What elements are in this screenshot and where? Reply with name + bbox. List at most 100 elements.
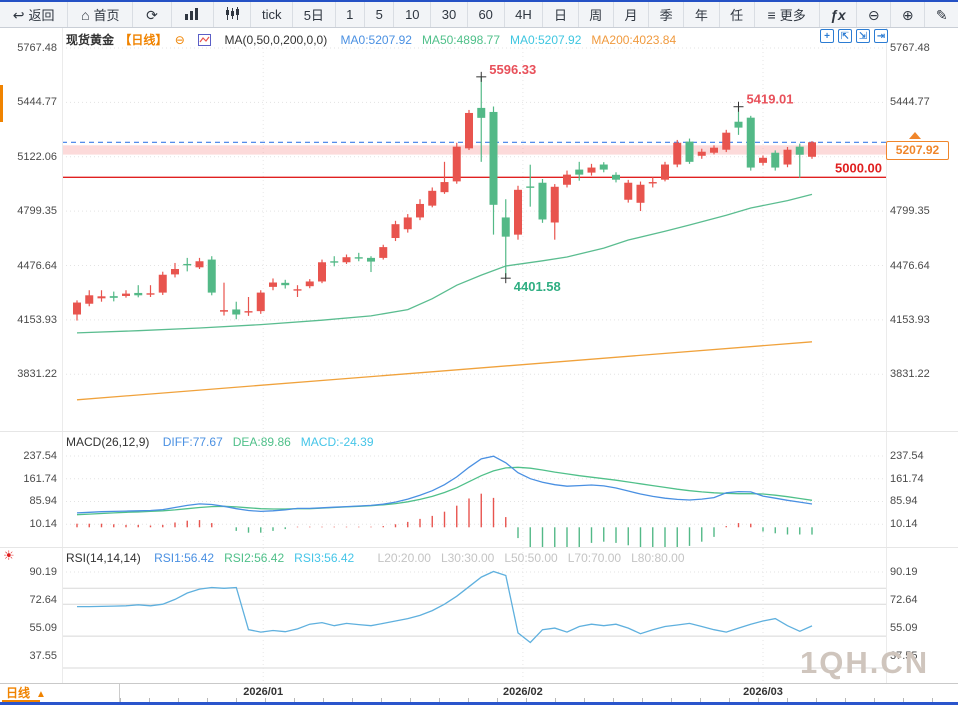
axis-label: 90.19 [890, 566, 918, 578]
axis-label: 4799.35 [17, 205, 57, 218]
watermark: 1QH.CN [800, 645, 930, 680]
axis-label: 4153.93 [17, 313, 57, 326]
rsi-level-legend: L20:20.00 [377, 551, 431, 565]
right-axis-border [886, 28, 887, 683]
main-chart-header: 现货黄金 【日线】 ⊖ MA(0,50,0,200,0,0) MA0:5207.… [66, 31, 696, 49]
toolbar-item-period-30[interactable]: 30 [431, 2, 468, 27]
toolbar-item-period-day[interactable]: 日 [543, 2, 579, 27]
axis-label: 5444.77 [890, 96, 930, 109]
x-axis-label: 2026/01 [243, 686, 284, 698]
legend-value: MA50:4898.77 [421, 33, 500, 47]
y-axis-scale-icon[interactable]: ⇱ [838, 29, 852, 43]
toolbar-item-period-10[interactable]: 10 [394, 2, 432, 27]
period-tag[interactable]: 【日线】 [119, 33, 168, 47]
settings-sun-icon[interactable]: ☀ [3, 548, 15, 563]
legend-value: MA200:4023.84 [591, 33, 677, 47]
axis-label: 3831.22 [17, 368, 57, 381]
axis-label: 4799.35 [890, 205, 930, 218]
axis-label: 37.55 [890, 649, 918, 662]
axis-label: 237.54 [890, 450, 924, 462]
x-axis-ticks [120, 698, 958, 702]
back-arrow-icon: ↩ [12, 6, 25, 23]
toolbar-item-zoom-out[interactable]: ⊖ [857, 2, 892, 27]
axis-label: 4153.93 [890, 313, 930, 326]
toolbar-item-more[interactable]: ≡ 更多 [755, 2, 820, 27]
rsi-canvas[interactable] [62, 548, 886, 683]
x-axis-scale-icon[interactable]: ⇲ [856, 29, 870, 43]
toolbar-item-home[interactable]: ⌂ 首页 [68, 2, 134, 27]
side-orange-marker [0, 85, 3, 122]
toolbar-item-period-custom[interactable]: 任 [720, 2, 755, 27]
toolbar-item-period-1[interactable]: 1 [336, 2, 365, 27]
toolbar-item-period-year[interactable]: 年 [684, 2, 720, 27]
toolbar-item-line-chart[interactable] [172, 2, 215, 27]
macd-values: DIFF:77.67 DEA:89.86 MACD:-24.39 [163, 435, 384, 449]
symbol-name: 现货黄金 [66, 33, 115, 47]
toolbar-item-period-5d[interactable]: 5日 [293, 2, 336, 27]
svg-text:4401.58: 4401.58 [514, 279, 561, 294]
svg-text:5596.33: 5596.33 [489, 62, 536, 77]
toolbar-item-indicators[interactable]: ƒx [820, 2, 858, 27]
axis-label: 72.64 [29, 593, 57, 606]
macd-canvas[interactable] [62, 432, 886, 548]
legend-value: DEA:89.86 [232, 435, 291, 449]
toolbar-item-candle-chart[interactable] [214, 2, 252, 27]
toolbar-item-period-quarter[interactable]: 季 [649, 2, 685, 27]
kline-style-icon[interactable] [198, 34, 212, 49]
footer-active-underline [2, 700, 40, 703]
pencil-icon: ✎ [935, 6, 948, 23]
footer-arrow-icon: ▲ [36, 689, 46, 700]
svg-text:5000.00: 5000.00 [835, 160, 882, 175]
toolbar-item-period-week[interactable]: 周 [579, 2, 614, 27]
ma-settings: MA(0,50,0,200,0,0) [224, 33, 328, 47]
hamburger-icon: ≡ [767, 6, 776, 23]
zoom-out-icon: ⊖ [867, 6, 880, 23]
legend-value: DIFF:77.67 [162, 435, 223, 449]
axis-label: 5444.77 [17, 96, 57, 109]
rsi-level-legend: L70:70.00 [567, 551, 622, 565]
toolbar: ↩ 返回 ⌂ 首页 ⟳ tick 5日 1 5 10 30 60 4H 日周月季年任 ≡ 更多 ƒx ⊖ ⊕ ✎ [0, 2, 958, 28]
axis-label: 10.14 [29, 518, 57, 531]
toolbar-item-period-month[interactable]: 月 [614, 2, 650, 27]
toolbar-item-refresh[interactable]: ⟳ [133, 2, 172, 27]
axis-label: 5122.06 [17, 150, 57, 163]
axis-label: 5767.48 [17, 42, 57, 54]
macd-panel-separator [0, 431, 958, 432]
toolbar-item-period-4h[interactable]: 4H [505, 2, 544, 27]
toolbar-item-zoom-in[interactable]: ⊕ [891, 2, 926, 27]
x-axis-label: 2026/02 [503, 686, 543, 698]
axis-label: 85.94 [890, 495, 918, 508]
axis-label: 90.19 [29, 566, 57, 578]
toolbar-item-tick[interactable]: tick [251, 2, 294, 27]
toolbar-item-back[interactable]: ↩ 返回 [0, 2, 69, 27]
x-axis-label: 2026/03 [743, 686, 783, 698]
rsi-values: RSI1:56.42 RSI2:56.42 RSI3:56.42 [154, 551, 364, 565]
axis-label: 55.09 [29, 621, 57, 634]
move-icon[interactable]: + [820, 29, 834, 43]
axis-label: 5767.48 [890, 42, 930, 54]
toolbar-item-label: ƒx [830, 6, 846, 23]
toolbar-item-period-60[interactable]: 60 [468, 2, 505, 27]
toolbar-item-label: 季 [659, 8, 673, 23]
main-chart-canvas[interactable]: 5000.00 5596.33 5419.01 4401.58 [62, 28, 886, 432]
toolbar-item-draw[interactable]: ✎ [925, 2, 958, 27]
period-footer-tag[interactable]: 日线 ▲ [0, 684, 120, 703]
toolbar-item-label: 首页 [93, 8, 120, 23]
home-icon: ⌂ [81, 6, 90, 23]
toolbar-item-label: 年 [694, 8, 708, 23]
axis-label: 55.09 [890, 621, 918, 634]
macd-title: MACD(26,12,9) [66, 435, 150, 449]
macd-panel-header: MACD(26,12,9) DIFF:77.67 DEA:89.86 MACD:-2… [66, 435, 394, 449]
toolbar-item-label: 月 [624, 8, 638, 23]
toolbar-item-period-5[interactable]: 5 [365, 2, 395, 27]
collapse-icon[interactable]: ⊖ [174, 33, 185, 47]
toolbar-item-label: 更多 [779, 8, 806, 23]
toolbar-item-label: 30 [441, 7, 457, 22]
rsi-levels-legend: L20:20.00 L30:30.00 L50:50.00 L70:70.00 L80:… [378, 551, 695, 565]
exit-fullscreen-icon[interactable]: ⇥ [874, 29, 888, 43]
toolbar-item-label: 60 [478, 7, 493, 22]
rsi-title: RSI(14,14,14) [66, 551, 141, 565]
toolbar-item-label: 1 [346, 7, 354, 22]
refresh-icon: ⟳ [146, 6, 158, 23]
